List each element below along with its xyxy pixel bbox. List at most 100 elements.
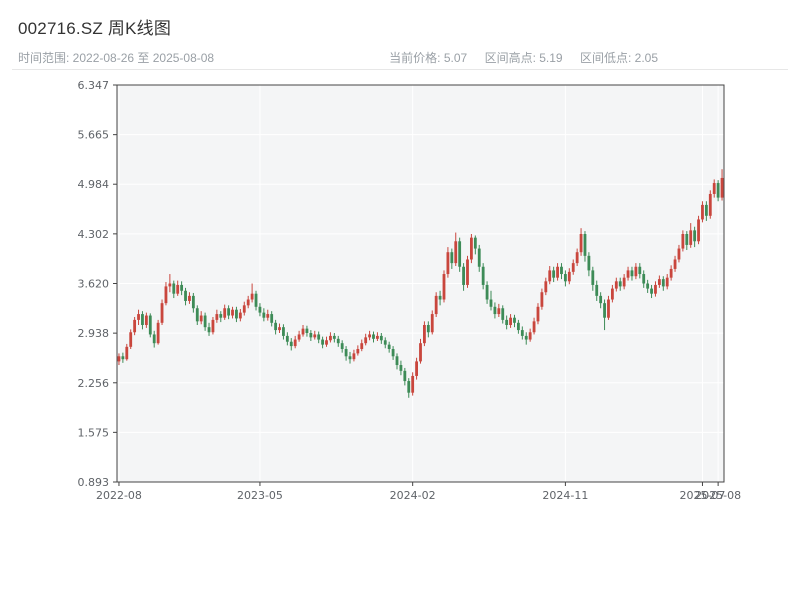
candle-body (270, 314, 274, 323)
candle-body (466, 259, 469, 285)
candle-body (419, 343, 422, 362)
candle-body (657, 279, 661, 285)
x-tick-label: 2025-08 (695, 489, 741, 502)
candle-body (513, 317, 516, 323)
candle-body (697, 219, 700, 242)
candle-body (548, 270, 552, 282)
candle-body (685, 234, 689, 245)
candle-body (575, 252, 579, 264)
candle-body (282, 327, 285, 336)
candle-body (638, 266, 642, 275)
candle-body (509, 317, 512, 325)
candle-body (520, 330, 524, 336)
time-range-label: 时间范围: 2022-08-26 至 2025-08-08 (18, 51, 215, 65)
candle-body (156, 322, 160, 344)
candle-body (716, 183, 720, 198)
candle-body (430, 314, 434, 333)
candle-body (603, 303, 606, 318)
candle-body (231, 309, 234, 316)
candle-body (195, 308, 199, 322)
candle-body (434, 295, 438, 315)
candle-body (669, 268, 673, 278)
candle-body (207, 327, 211, 333)
y-tick-label: 4.984 (78, 178, 110, 191)
candle-body (329, 335, 332, 341)
candle-body (376, 335, 379, 339)
candle-body (285, 335, 289, 342)
candle-body (552, 270, 556, 278)
candle-body (246, 299, 250, 306)
candle-body (469, 237, 473, 260)
candle-body (462, 266, 465, 285)
candle-body (379, 335, 383, 341)
candle-body (391, 349, 395, 357)
candle-body (599, 295, 603, 304)
candle-body (423, 324, 426, 344)
candle-body (595, 284, 599, 296)
y-tick-label: 0.893 (78, 476, 110, 489)
candle-body (387, 344, 391, 350)
range-high: 区间高点: 5.19 (484, 51, 563, 65)
y-tick-label: 3.620 (78, 278, 110, 291)
candle-body (540, 292, 544, 307)
x-tick-label: 2025-07 (679, 489, 725, 502)
candle-body (661, 279, 665, 287)
candle-body (258, 306, 262, 313)
candle-body (372, 334, 375, 339)
candle-body (117, 356, 121, 362)
candle-body (415, 361, 418, 376)
candle-body (325, 340, 328, 345)
candle-body (654, 284, 657, 294)
candle-body (607, 299, 610, 318)
candle-body (489, 299, 493, 307)
candle-body (313, 334, 317, 338)
candle-body (587, 255, 591, 271)
candle-body (567, 271, 571, 282)
candle-body (446, 252, 450, 275)
candle-body (399, 365, 403, 371)
candle-body (563, 274, 567, 282)
candle-body (583, 234, 587, 256)
candle-body (630, 270, 634, 277)
candle-body (442, 274, 446, 300)
candle-body (332, 335, 336, 339)
candle-body (137, 314, 140, 320)
candle-body (184, 290, 187, 301)
y-tick-label: 4.302 (78, 228, 110, 241)
candle-body (235, 309, 238, 319)
x-tick-label: 2022-08 (96, 489, 142, 502)
candle-body (481, 266, 485, 285)
x-tick-label: 2023-05 (237, 489, 283, 502)
candle-body (532, 321, 536, 333)
candle-body (191, 295, 195, 309)
candle-body (650, 288, 653, 294)
candle-body (141, 314, 144, 325)
range-low: 区间低点: 2.05 (579, 51, 658, 65)
candle-body (646, 283, 650, 289)
candle-body (544, 281, 548, 293)
candle-body (164, 286, 168, 304)
candle-body (556, 266, 559, 278)
candle-body (364, 337, 368, 344)
candle-body (493, 306, 497, 315)
candle-body (250, 293, 254, 300)
candle-body (579, 234, 583, 253)
candle-body (289, 341, 293, 347)
candle-body (677, 248, 681, 260)
candle-body (172, 283, 176, 294)
candle-body (360, 343, 364, 350)
x-axis-labels: 2022-08 2023-05 2024-02 2024-11 2025-072025-… (96, 482, 741, 502)
candle-body (129, 332, 133, 347)
candle-body (219, 314, 223, 318)
candle-body (317, 334, 321, 340)
candle-body (403, 370, 407, 382)
candle-body (176, 284, 180, 294)
candle-body (321, 339, 325, 345)
candle-body (348, 356, 352, 360)
candle-body (242, 305, 246, 313)
candle-body (227, 308, 231, 316)
candle-body (293, 339, 297, 347)
candle-body (305, 328, 309, 333)
